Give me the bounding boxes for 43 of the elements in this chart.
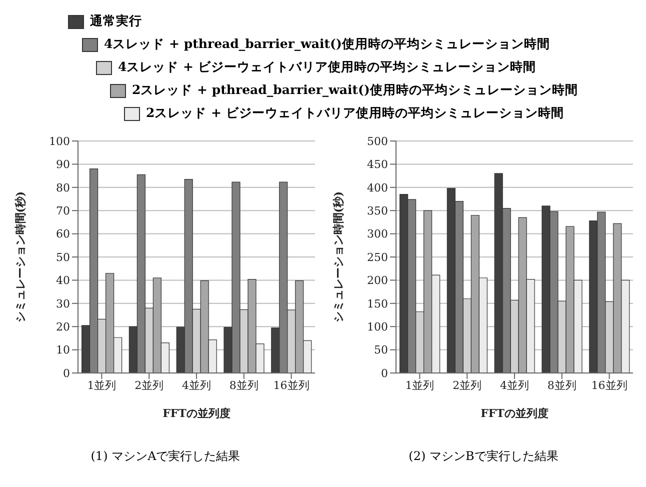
y-tick-label: 450 — [367, 158, 388, 172]
x-tick-label: 2並列 — [134, 378, 164, 392]
y-axis-title: シミュレーション時間(秒) — [332, 191, 345, 323]
y-tick-label: 100 — [49, 134, 70, 148]
x-tick-label: 16並列 — [273, 378, 310, 392]
y-tick-label: 0 — [63, 366, 70, 380]
x-tick-label: 8並列 — [547, 378, 576, 392]
x-tick-label: 2並列 — [452, 378, 482, 392]
x-tick-label: 1並列 — [405, 378, 434, 392]
y-tick-label: 50 — [56, 250, 70, 264]
y-tick-label: 250 — [367, 250, 388, 264]
y-tick-label: 50 — [374, 344, 388, 357]
y-axis-title: シミュレーション時間(秒) — [14, 191, 27, 323]
x-tick-label: 4並列 — [182, 378, 211, 392]
y-tick-label: 200 — [367, 274, 388, 288]
y-tick-label: 0 — [381, 366, 388, 380]
legend-label: 2スレッド + pthread_barrier_wait()使用時の平均シミュレーション時間 — [132, 82, 578, 99]
y-tick-label: 350 — [367, 204, 388, 218]
legend-label: 4スレッド + pthread_barrier_wait()使用時の平均シミュレーション時間 — [104, 36, 550, 53]
y-tick-label: 90 — [56, 158, 70, 172]
legend-label: 通常実行 — [90, 13, 142, 30]
x-axis-title: FFTの並列度 — [162, 407, 230, 420]
text: (2) マシンBで実行した結果 — [408, 448, 560, 465]
y-tick-label: 40 — [56, 274, 70, 288]
x-axis-title: FFTの並列度 — [480, 407, 548, 420]
x-tick-label: 8並列 — [229, 378, 258, 392]
y-tick-label: 80 — [56, 181, 70, 194]
y-tick-label: 10 — [56, 344, 70, 357]
y-tick-label: 60 — [56, 228, 70, 241]
y-tick-label: 300 — [367, 228, 388, 241]
x-tick-label: 4並列 — [500, 378, 529, 392]
y-tick-label: 70 — [56, 204, 70, 218]
y-tick-label: 500 — [367, 134, 388, 148]
legend-label: 2スレッド + ビジーウェイトバリア使用時の平均シミュレーション時間 — [146, 105, 564, 122]
x-tick-label: 1並列 — [87, 378, 116, 392]
y-tick-label: 150 — [367, 297, 388, 310]
y-tick-label: 100 — [367, 320, 388, 334]
text: (1) マシンAで実行した結果 — [90, 448, 242, 465]
x-tick-label: 16並列 — [591, 378, 628, 392]
legend-label: 4スレッド + ビジーウェイトバリア使用時の平均シミュレーション時間 — [118, 59, 536, 76]
y-tick-label: 30 — [56, 297, 70, 310]
y-tick-label: 400 — [367, 181, 388, 194]
y-tick-label: 20 — [56, 320, 70, 334]
